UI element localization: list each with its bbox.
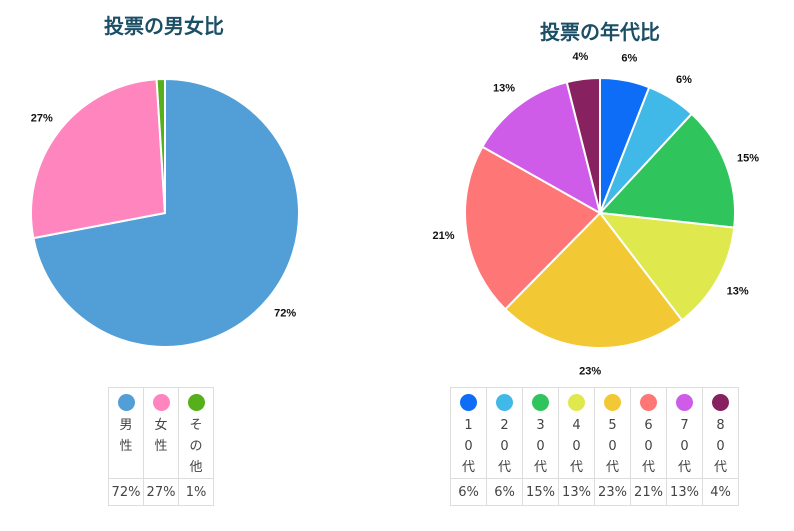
legend-value-50s: 23%: [594, 478, 631, 506]
gender-slice-label-1: 72%: [274, 307, 296, 319]
age-slice-label-6: 21%: [433, 230, 455, 242]
legend-label-10s: 10代: [461, 418, 475, 475]
legend-label-80s: 80代: [713, 418, 727, 475]
gender-slice-2: [30, 78, 167, 240]
legend-label-male: 男性: [119, 418, 133, 454]
legend-item-60s: 60代: [630, 387, 667, 479]
legend-label-30s: 30代: [533, 418, 547, 475]
legend-value-10s: 6%: [450, 478, 487, 506]
age-slice-3: [597, 112, 736, 229]
legend-item-40s: 40代: [558, 387, 595, 479]
legend-item-30s: 30代: [522, 387, 559, 479]
age-legend-table: 10代 20代 30代 40代 50代 60代 70代 80代: [450, 387, 739, 506]
legend-value-80s: 4%: [702, 478, 739, 506]
legend-value-30s: 15%: [522, 478, 559, 506]
legend-label-20s: 20代: [497, 418, 511, 475]
gender-slice-label-2: 27%: [31, 112, 53, 124]
age-slice-4: [597, 211, 736, 322]
legend-item-10s: 10代: [450, 387, 487, 479]
age-slice-label-8: 4%: [572, 51, 588, 63]
legend-label-other: その他: [189, 418, 203, 475]
age-slice-5: [503, 211, 684, 349]
age-slice-label-5: 23%: [579, 366, 601, 378]
legend-item-20s: 20代: [486, 387, 523, 479]
legend-item-80s: 80代: [702, 387, 739, 479]
other-color-dot: [187, 394, 205, 411]
legend-item-other: その他: [178, 387, 214, 479]
gender-legend-value-row: 72% 27% 1%: [108, 478, 214, 506]
legend-value-male: 72%: [108, 478, 144, 506]
50s-color-dot: [604, 394, 621, 411]
legend-value-female: 27%: [143, 478, 179, 506]
legend-label-40s: 40代: [569, 418, 583, 475]
gender-legend-table: 男性 女性 その他 72% 27% 1%: [108, 387, 214, 506]
legend-label-60s: 60代: [641, 418, 655, 475]
age-slice-7: [481, 80, 602, 216]
20s-color-dot: [496, 394, 513, 411]
80s-color-dot: [712, 394, 729, 411]
male-color-dot: [117, 394, 135, 411]
legend-item-female: 女性: [143, 387, 179, 479]
age-legend-key-row: 10代 20代 30代 40代 50代 60代 70代 80代: [450, 387, 739, 479]
age-legend-value-row: 6% 6% 15% 13% 23% 21% 13% 4%: [450, 478, 739, 506]
legend-label-50s: 50代: [605, 418, 619, 475]
age-slice-label-4: 13%: [727, 286, 749, 298]
gender-slice-1: [32, 77, 300, 348]
female-color-dot: [152, 394, 170, 411]
gender-slice-3: [155, 77, 166, 214]
legend-value-20s: 6%: [486, 478, 523, 506]
30s-color-dot: [532, 394, 549, 411]
legend-value-40s: 13%: [558, 478, 595, 506]
10s-color-dot: [460, 394, 477, 411]
legend-item-50s: 50代: [594, 387, 631, 479]
legend-item-male: 男性: [108, 387, 144, 479]
legend-value-other: 1%: [178, 478, 214, 506]
age-slice-label-1: 6%: [621, 53, 637, 65]
age-slice-label-3: 15%: [737, 153, 759, 165]
legend-item-70s: 70代: [666, 387, 703, 479]
legend-label-female: 女性: [154, 418, 168, 454]
age-chart-title: 投票の年代比: [540, 20, 660, 44]
60s-color-dot: [640, 394, 657, 411]
age-slice-6: [464, 145, 602, 311]
age-slice-label-7: 13%: [493, 83, 515, 95]
gender-legend-key-row: 男性 女性 その他: [108, 387, 214, 479]
legend-value-60s: 21%: [630, 478, 667, 506]
70s-color-dot: [676, 394, 693, 411]
gender-chart-title: 投票の男女比: [104, 14, 224, 38]
40s-color-dot: [568, 394, 585, 411]
legend-label-70s: 70代: [677, 418, 691, 475]
age-slice-label-2: 6%: [676, 74, 692, 86]
legend-value-70s: 13%: [666, 478, 703, 506]
age-slice-8: [565, 76, 601, 214]
